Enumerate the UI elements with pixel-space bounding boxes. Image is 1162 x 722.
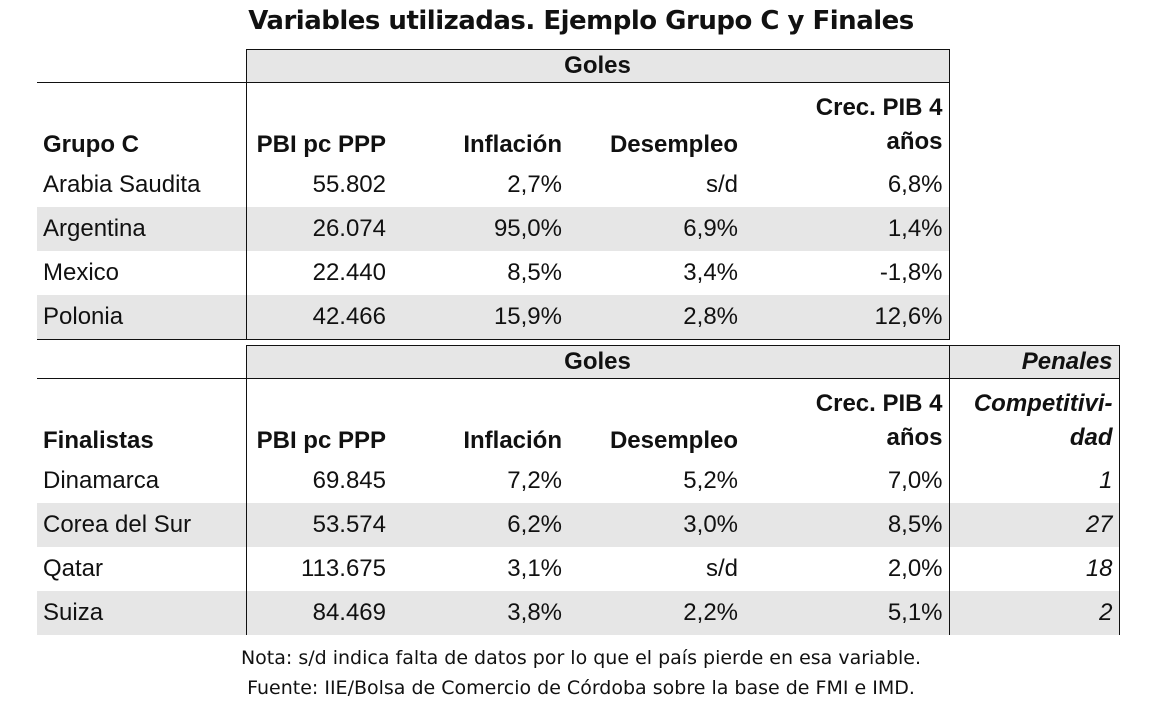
table-row: Argentina 26.074 95,0% 6,9% 1,4% — [37, 207, 950, 251]
header-line: Crec. PIB 4 — [815, 390, 943, 417]
pbi-cell: 53.574 — [245, 503, 422, 547]
pbi-cell: 113.675 — [245, 547, 422, 591]
footnotes: Nota: s/d indica falta de datos por lo q… — [0, 643, 1162, 703]
country-cell: Dinamarca — [43, 467, 160, 494]
goles-band-header: Goles — [245, 49, 950, 83]
pbi-cell: 22.440 — [245, 251, 422, 295]
page-title: Variables utilizadas. Ejemplo Grupo C y … — [248, 6, 914, 36]
country-cell: Corea del Sur — [37, 503, 246, 547]
column-header-pbi: PBI pc PPP — [245, 378, 422, 459]
crec-pib-cell: 1,4% — [774, 207, 950, 251]
table-row: Polonia 42.466 15,9% 2,8% 12,6% — [37, 295, 950, 340]
country-cell: Arabia Saudita — [43, 171, 201, 198]
column-header-crec-pib: Crec. PIB 4 años — [774, 82, 950, 163]
crec-pib-cell: 8,5% — [774, 503, 950, 547]
inflacion-cell: 7,2% — [507, 467, 562, 494]
table-row: Arabia Saudita 55.802 2,7% s/d 6,8% — [37, 163, 950, 207]
crec-pib-cell: -1,8% — [774, 251, 950, 295]
table-row: Dinamarca 69.845 7,2% 5,2% 7,0% 1 — [37, 459, 1120, 503]
competitividad-cell: 2 — [949, 591, 1120, 635]
country-cell: Suiza — [37, 591, 246, 635]
header-line: años — [886, 128, 943, 155]
table-row: Qatar 113.675 3,1% s/d 2,0% 18 — [37, 547, 1120, 591]
inflacion-cell: 2,7% — [507, 171, 562, 198]
desempleo-cell: 6,9% — [598, 207, 774, 251]
competitividad-cell: 1 — [949, 459, 1120, 503]
pbi-cell: 55.802 — [245, 163, 422, 207]
column-header-finalistas: Finalistas — [37, 378, 246, 459]
desempleo-cell: s/d — [705, 555, 738, 582]
desempleo-cell: 3,0% — [598, 503, 774, 547]
crec-pib-cell: 5,1% — [774, 591, 950, 635]
pbi-cell: 69.845 — [245, 459, 422, 503]
country-cell: Mexico — [43, 259, 120, 286]
header-line: Crec. PIB 4 — [815, 94, 943, 121]
column-header-crec-pib: Crec. PIB 4 años — [774, 378, 950, 459]
inflacion-cell: 95,0% — [422, 207, 598, 251]
header-line: dad — [1069, 424, 1113, 451]
column-header-pbi: PBI pc PPP — [245, 82, 422, 163]
crec-pib-cell: 7,0% — [774, 459, 950, 503]
table-row: Suiza 84.469 3,8% 2,2% 5,1% 2 — [37, 591, 1120, 635]
note-text: Nota: s/d indica falta de datos por lo q… — [240, 647, 922, 669]
competitividad-cell: 27 — [949, 503, 1120, 547]
inflacion-cell: 15,9% — [422, 295, 598, 340]
column-header-desempleo: Desempleo — [598, 378, 774, 459]
pbi-cell: 84.469 — [245, 591, 422, 635]
column-header-grupo: Grupo C — [37, 82, 246, 163]
table-row: Corea del Sur 53.574 6,2% 3,0% 8,5% 27 — [37, 503, 1120, 547]
inflacion-cell: 3,8% — [422, 591, 598, 635]
finalistas-table: Goles Penales Finalistas PBI pc PPP Infl… — [37, 345, 1120, 635]
column-header-inflacion: Inflación — [422, 378, 598, 459]
country-cell: Argentina — [37, 207, 246, 251]
crec-pib-cell: 6,8% — [774, 163, 950, 207]
inflacion-cell: 6,2% — [422, 503, 598, 547]
desempleo-cell: 2,2% — [598, 591, 774, 635]
pbi-cell: 26.074 — [245, 207, 422, 251]
desempleo-cell: 3,4% — [683, 259, 738, 286]
penales-band-header: Penales — [949, 345, 1120, 379]
crec-pib-cell: 2,0% — [774, 547, 950, 591]
inflacion-cell: 8,5% — [507, 259, 562, 286]
table-row: Mexico 22.440 8,5% 3,4% -1,8% — [37, 251, 950, 295]
column-header-competitividad: Competitivi- dad — [949, 378, 1120, 459]
column-header-inflacion: Inflación — [422, 82, 598, 163]
header-line: años — [886, 424, 943, 451]
header-line: Competitivi- — [973, 390, 1113, 417]
grupo-c-table: Goles Grupo C PBI pc PPP Inflación Desem… — [37, 49, 950, 340]
country-cell: Polonia — [37, 295, 246, 340]
goles-band-header: Goles — [245, 345, 950, 379]
column-header-desempleo: Desempleo — [598, 82, 774, 163]
desempleo-cell: 2,8% — [598, 295, 774, 340]
desempleo-cell: 5,2% — [683, 467, 738, 494]
competitividad-cell: 18 — [949, 547, 1120, 591]
pbi-cell: 42.466 — [245, 295, 422, 340]
source-text: Fuente: IIE/Bolsa de Comercio de Córdoba… — [247, 677, 915, 699]
desempleo-cell: s/d — [705, 171, 738, 198]
country-cell: Qatar — [43, 555, 104, 582]
crec-pib-cell: 12,6% — [774, 295, 950, 340]
inflacion-cell: 3,1% — [507, 555, 562, 582]
